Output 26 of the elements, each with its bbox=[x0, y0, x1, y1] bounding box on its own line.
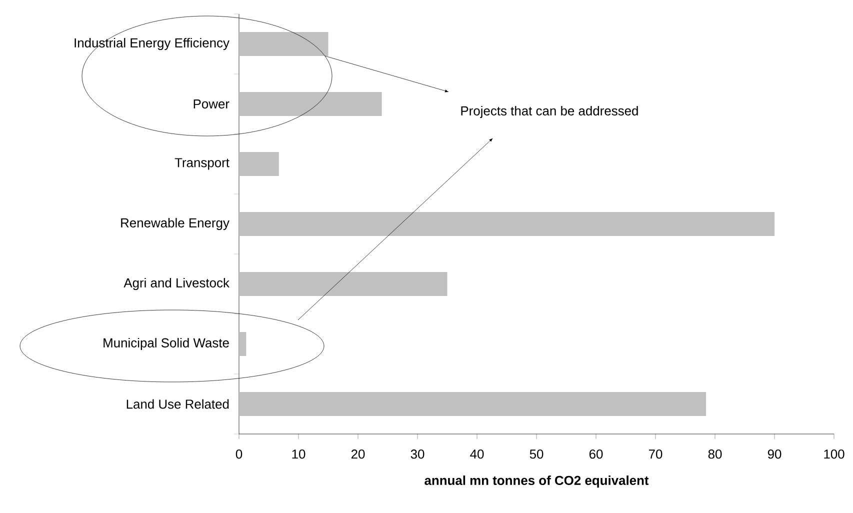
x-tick-label: 20 bbox=[351, 450, 365, 459]
y-tick-label: Agri and Livestock bbox=[124, 278, 230, 290]
x-tick-label: 90 bbox=[768, 450, 782, 459]
y-tick-label: Renewable Energy bbox=[121, 218, 230, 230]
x-tick-label: 40 bbox=[470, 450, 484, 459]
bar bbox=[239, 392, 706, 416]
annotation: Projects that can be addressed bbox=[461, 106, 638, 118]
x-tick-label: 30 bbox=[410, 450, 424, 459]
x-tick-label: 80 bbox=[708, 450, 722, 459]
bar bbox=[239, 212, 775, 236]
y-tick-label: Land Use Related bbox=[126, 399, 229, 409]
x-tick-label: 60 bbox=[589, 450, 603, 459]
bar bbox=[239, 92, 382, 116]
x-tick-label: 100 bbox=[824, 450, 844, 459]
bar bbox=[239, 152, 279, 176]
x-tick-label: 10 bbox=[292, 450, 306, 459]
x-tick-label: 50 bbox=[530, 450, 544, 459]
bar bbox=[239, 332, 246, 356]
bar bbox=[239, 272, 448, 296]
y-tick-label: Transport bbox=[174, 158, 230, 170]
y-tick-label: Power bbox=[194, 99, 230, 109]
x-tick-label: 70 bbox=[648, 450, 662, 459]
x-axis-title: annual mn tonnes of CO2 equivalent bbox=[424, 476, 649, 488]
x-tick-label: 0 bbox=[236, 450, 242, 459]
bar bbox=[239, 32, 328, 56]
y-tick-label: Municipal Solid Waste bbox=[104, 338, 229, 350]
